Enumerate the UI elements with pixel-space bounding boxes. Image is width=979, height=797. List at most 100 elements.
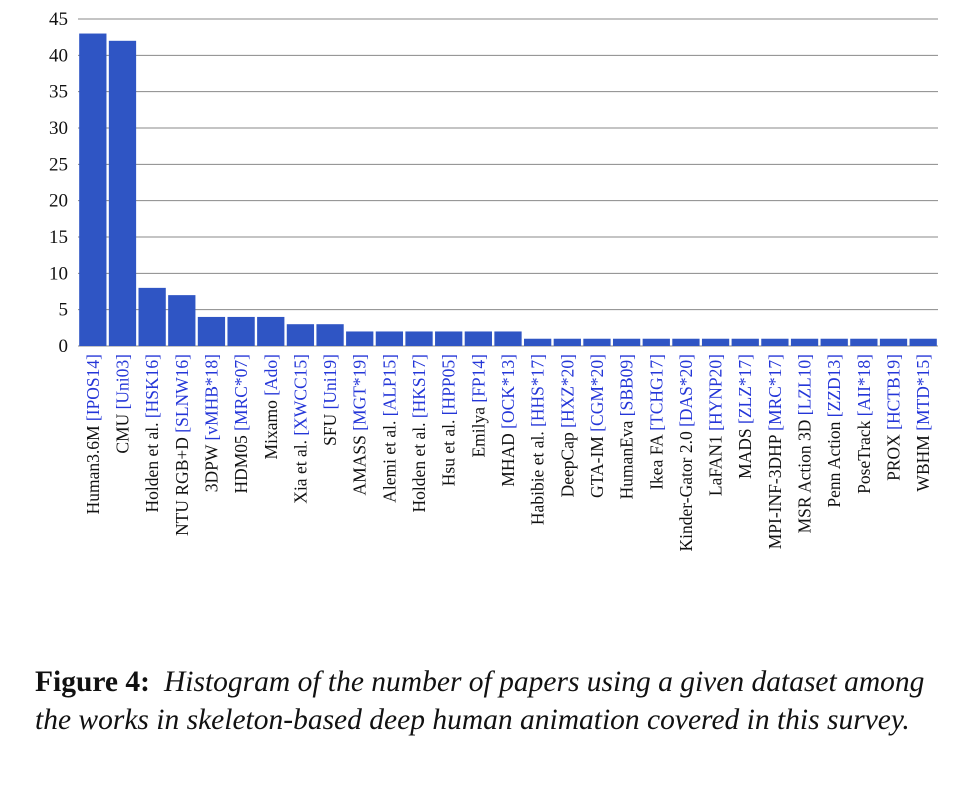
citation-link[interactable]: [Uni19]: [320, 354, 340, 409]
bar-1: [108, 40, 137, 347]
citation-link[interactable]: [TCHG17]: [646, 354, 666, 431]
bar-10: [375, 331, 404, 346]
bar-18: [612, 338, 641, 346]
citation-link[interactable]: [AII*18]: [854, 354, 874, 416]
dataset-name: Mixamo: [261, 396, 281, 460]
bar-2: [138, 287, 166, 346]
dataset-name: WBHM: [913, 431, 933, 492]
dataset-name: Holden et al.: [409, 418, 429, 512]
citation-link[interactable]: [ALP15]: [379, 354, 399, 416]
citation-link[interactable]: [FP14]: [468, 354, 488, 403]
x-category-label: DeepCap [HXZ*20]: [557, 354, 577, 497]
y-tick-label: 30: [49, 118, 68, 139]
dataset-name: NTU RGB+D: [172, 433, 192, 536]
citation-link[interactable]: [HKS17]: [409, 354, 429, 418]
dataset-name: GTA-IM: [587, 432, 607, 498]
bar-4: [197, 316, 226, 346]
bar-0: [79, 33, 107, 347]
dataset-name: Alemi et al.: [379, 416, 399, 503]
x-category-label: Holden et al. [HSK16]: [142, 354, 162, 512]
bar-13: [464, 331, 492, 346]
bar-27: [879, 338, 908, 346]
x-category-label: Xia et al. [XWCC15]: [290, 354, 310, 504]
citation-link[interactable]: [HXZ*20]: [557, 354, 577, 428]
bar-19: [642, 338, 670, 346]
bar-26: [850, 338, 878, 346]
bar-22: [731, 338, 759, 346]
x-category-label: SFU [Uni19]: [320, 354, 340, 446]
citation-link[interactable]: [ZLZ*17]: [735, 354, 755, 424]
citation-link[interactable]: [CGM*20]: [587, 354, 607, 432]
x-category-label: LaFAN1 [HYNP20]: [706, 354, 726, 496]
dataset-name: Habibie et al.: [528, 427, 548, 525]
x-category-label: Human3.6M [IPOS14]: [83, 354, 103, 514]
dataset-name: LaFAN1: [706, 431, 726, 496]
dataset-name: PoseTrack: [854, 416, 874, 494]
citation-link[interactable]: [SLNW16]: [172, 354, 192, 433]
x-axis-labels: Human3.6M [IPOS14] CMU [Uni03] Holden et a…: [83, 354, 933, 551]
y-tick-label: 15: [49, 227, 68, 248]
bar-7: [286, 324, 315, 346]
x-category-label: Ikea FA [TCHG17]: [646, 354, 666, 490]
bar-3: [168, 295, 196, 346]
citation-link[interactable]: [LZL10]: [795, 354, 815, 415]
dataset-name: Hsu et al.: [439, 415, 459, 486]
citation-link[interactable]: [HYNP20]: [706, 354, 726, 431]
dataset-name: 3DPW: [201, 441, 221, 493]
y-tick-label: 35: [49, 82, 68, 103]
dataset-name: HDM05: [231, 431, 251, 494]
x-category-label: Emilya [FP14]: [468, 354, 488, 458]
bar-17: [583, 338, 611, 346]
dataset-name: DeepCap: [557, 428, 577, 498]
citation-link[interactable]: [HSK16]: [142, 354, 162, 418]
x-category-label: GTA-IM [CGM*20]: [587, 354, 607, 498]
y-tick-label: 25: [49, 154, 68, 175]
citation-link[interactable]: [ZZD13]: [824, 354, 844, 417]
citation-link[interactable]: [MRC*07]: [231, 354, 251, 431]
figure-caption: Figure 4: Histogram of the number of pape…: [35, 663, 950, 739]
figure-label: Figure 4:: [35, 666, 150, 698]
gridlines: [78, 18, 938, 347]
dataset-name: Kinder-Gator 2.0: [676, 427, 696, 552]
citation-link[interactable]: [HPP05]: [439, 354, 459, 415]
citation-link[interactable]: [DAS*20]: [676, 354, 696, 427]
x-category-label: Hsu et al. [HPP05]: [439, 354, 459, 486]
x-category-label: Mixamo [Ado]: [261, 354, 281, 459]
bar-25: [820, 338, 848, 346]
bar-16: [553, 338, 581, 346]
citation-link[interactable]: [OCK*13]: [498, 354, 518, 429]
dataset-name: Human3.6M: [83, 421, 103, 514]
citation-link[interactable]: [SBB09]: [617, 354, 637, 416]
dataset-name: AMASS: [350, 431, 370, 496]
x-category-label: MHAD [OCK*13]: [498, 354, 518, 487]
citation-link[interactable]: [IPOS14]: [83, 354, 103, 421]
dataset-name: SFU: [320, 409, 340, 445]
dataset-name: MSR Action 3D: [795, 415, 815, 533]
x-category-label: HumanEva [SBB09]: [617, 354, 637, 499]
histogram-chart: 0 5 10 15 20 25 30 35 40 45 Human3.6M [IPOS14] CMU…: [49, 9, 938, 551]
dataset-name: HumanEva: [617, 416, 637, 499]
dataset-name: CMU: [112, 409, 132, 453]
bar-23: [761, 338, 789, 346]
citation-link[interactable]: [MGT*19]: [350, 354, 370, 431]
x-category-label: PROX [HCTB19]: [884, 354, 904, 481]
y-tick-label: 45: [49, 9, 68, 30]
figure-caption-text: Histogram of the number of papers using …: [35, 666, 925, 736]
citation-link[interactable]: [HHS*17]: [528, 354, 548, 427]
citation-link[interactable]: [HCTB19]: [884, 354, 904, 430]
citation-link[interactable]: [XWCC15]: [290, 354, 310, 436]
y-tick-label: 20: [49, 191, 68, 212]
citation-link[interactable]: [MRC*17]: [765, 354, 785, 431]
x-category-label: Kinder-Gator 2.0 [DAS*20]: [676, 354, 696, 551]
dataset-name: MHAD: [498, 429, 518, 487]
citation-link[interactable]: [MTD*15]: [913, 354, 933, 431]
x-category-label: WBHM [MTD*15]: [913, 354, 933, 492]
bar-14: [494, 331, 522, 346]
x-category-label: MSR Action 3D [LZL10]: [795, 354, 815, 533]
x-category-label: Alemi et al. [ALP15]: [379, 354, 399, 503]
bar-6: [257, 316, 285, 346]
bar-11: [405, 331, 433, 346]
citation-link[interactable]: [Ado]: [261, 354, 281, 396]
citation-link[interactable]: [Uni03]: [112, 354, 132, 409]
citation-link[interactable]: [vMHB*18]: [201, 354, 221, 441]
